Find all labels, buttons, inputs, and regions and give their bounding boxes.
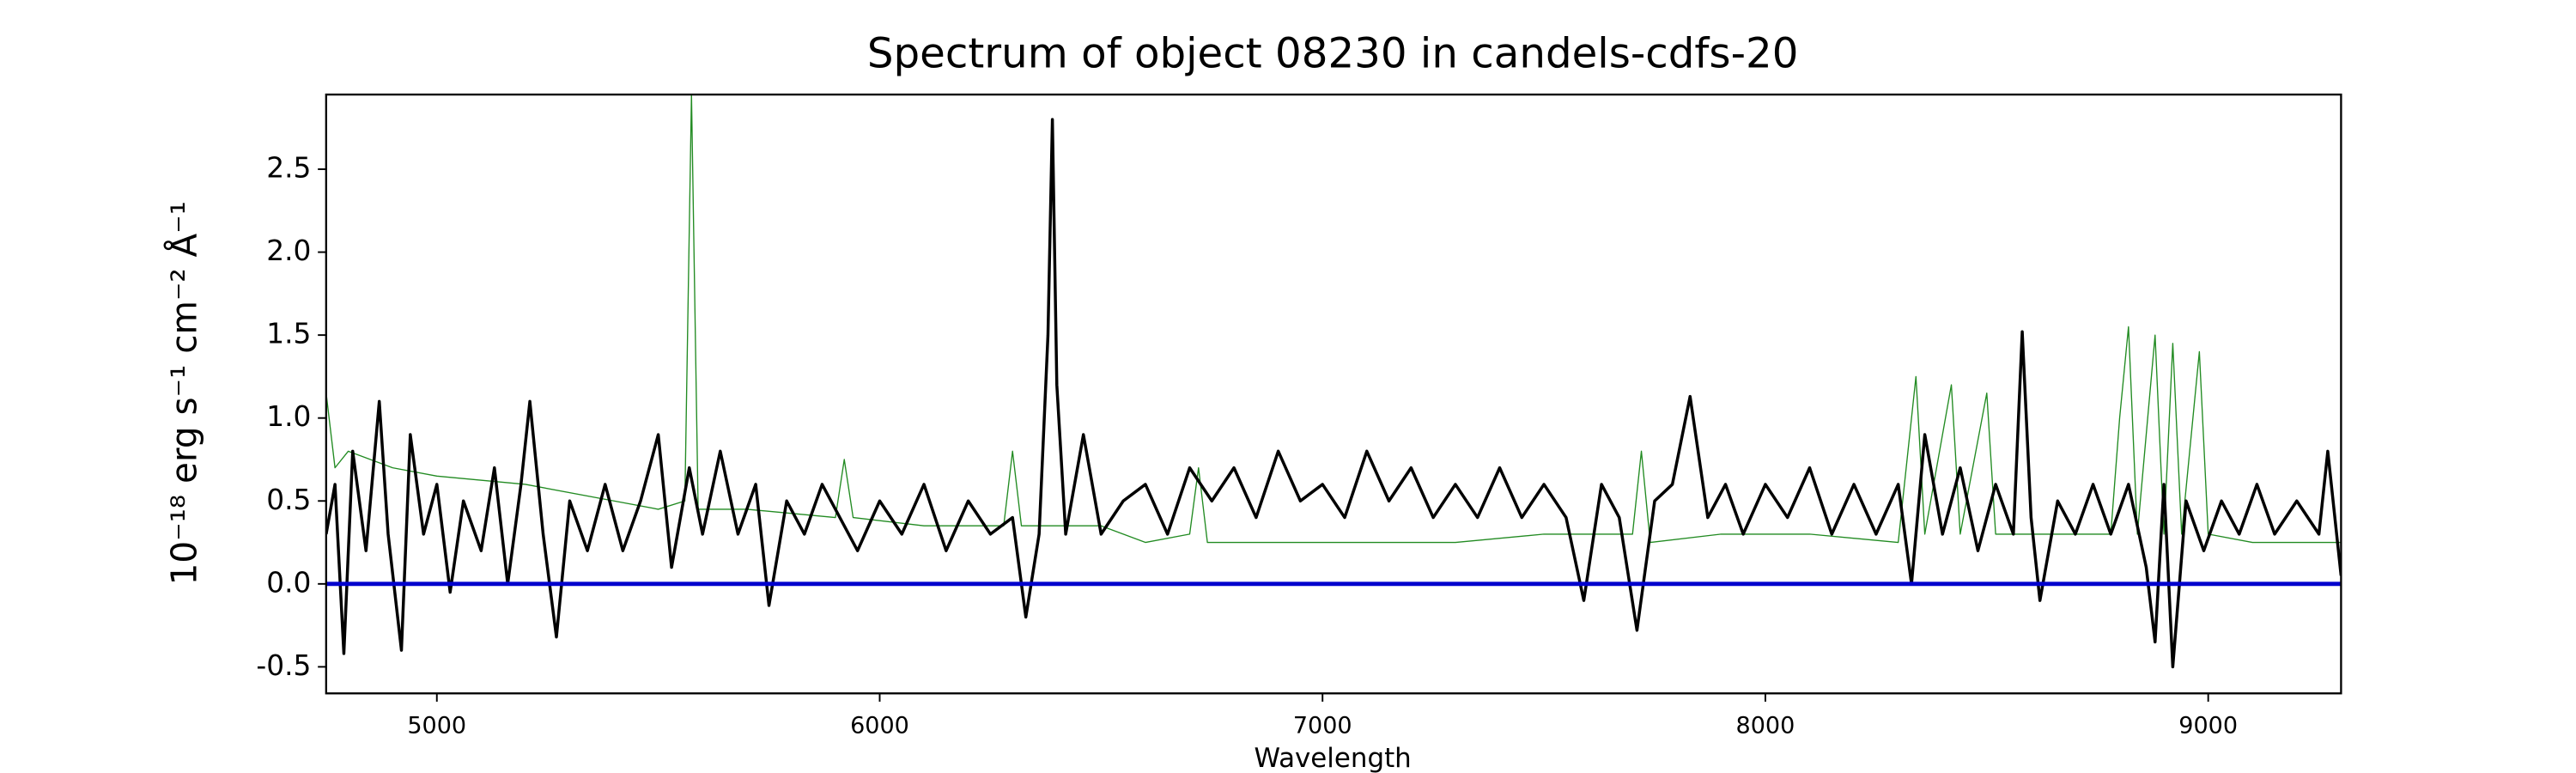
y-axis-label: 10⁻¹⁸ erg s⁻¹ cm⁻² Å⁻¹ — [164, 201, 205, 585]
spectrum-line — [325, 94, 2342, 544]
y-tick-label: 0.0 — [266, 566, 311, 599]
y-tick-label: 1.5 — [266, 318, 311, 350]
y-tick-label: 0.5 — [266, 484, 311, 516]
x-tick-label: 9000 — [2178, 712, 2238, 739]
x-tick-label: 5000 — [407, 712, 466, 739]
y-tick-label: 1.0 — [266, 400, 311, 433]
y-tick-label: 2.5 — [266, 151, 311, 184]
x-tick-label: 7000 — [1293, 712, 1352, 739]
x-axis-label: Wavelength — [1255, 743, 1412, 773]
y-tick-label: 2.0 — [266, 234, 311, 267]
spectrum-line — [325, 118, 2342, 669]
x-tick-label: 8000 — [1736, 712, 1795, 739]
x-tick-label: 6000 — [850, 712, 909, 739]
chart-title: Spectrum of object 08230 in candels-cdfs… — [867, 30, 1799, 78]
y-tick-label: -0.5 — [256, 649, 311, 682]
plot-frame — [325, 93, 2342, 695]
